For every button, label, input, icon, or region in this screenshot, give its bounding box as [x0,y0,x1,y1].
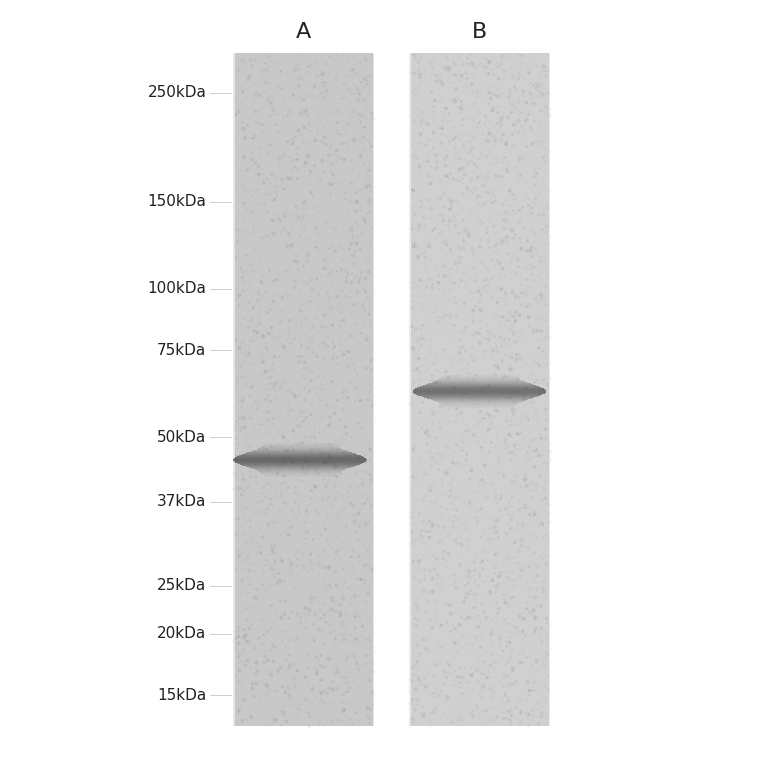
FancyBboxPatch shape [233,53,374,726]
Text: 20kDa: 20kDa [157,626,206,641]
Text: 100kDa: 100kDa [147,281,206,296]
Text: 250kDa: 250kDa [147,85,206,100]
Text: 75kDa: 75kDa [157,343,206,358]
Text: 15kDa: 15kDa [157,688,206,703]
Text: 37kDa: 37kDa [157,494,206,510]
Text: 150kDa: 150kDa [147,195,206,209]
Text: A: A [296,22,311,42]
FancyBboxPatch shape [409,53,550,726]
Text: B: B [472,22,487,42]
Text: 25kDa: 25kDa [157,578,206,593]
Text: 50kDa: 50kDa [157,430,206,445]
